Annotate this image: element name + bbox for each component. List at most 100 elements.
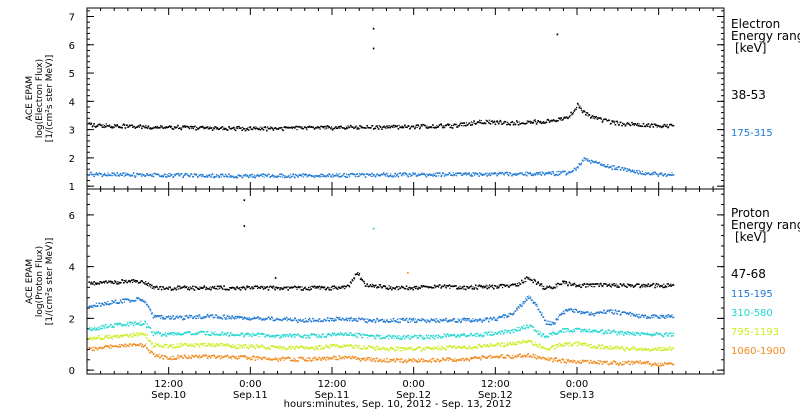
data-point bbox=[616, 345, 618, 348]
data-point bbox=[479, 119, 481, 121]
data-point bbox=[670, 285, 673, 287]
data-point bbox=[623, 311, 625, 313]
data-point bbox=[442, 286, 444, 288]
data-point bbox=[499, 332, 502, 335]
data-point bbox=[331, 357, 334, 360]
data-point bbox=[434, 126, 436, 128]
data-point bbox=[563, 327, 566, 330]
data-point bbox=[165, 126, 168, 128]
data-point bbox=[197, 317, 199, 319]
data-point bbox=[123, 175, 125, 177]
data-point bbox=[549, 321, 551, 323]
data-point bbox=[531, 343, 533, 345]
data-point bbox=[316, 336, 318, 338]
data-point bbox=[210, 127, 213, 129]
data-point bbox=[358, 333, 361, 335]
data-point bbox=[428, 287, 430, 289]
data-point bbox=[559, 119, 561, 121]
data-point bbox=[145, 343, 147, 345]
data-point bbox=[557, 330, 560, 332]
data-point bbox=[237, 317, 239, 319]
data-point bbox=[609, 166, 612, 168]
data-point bbox=[99, 305, 102, 307]
data-point bbox=[334, 346, 336, 348]
data-point bbox=[399, 287, 401, 289]
data-point bbox=[285, 126, 288, 129]
data-point bbox=[447, 285, 449, 287]
data-point bbox=[233, 346, 235, 348]
data-point bbox=[266, 129, 268, 132]
data-point bbox=[135, 334, 137, 336]
data-point bbox=[424, 125, 426, 127]
data-point bbox=[141, 343, 143, 345]
data-point bbox=[249, 174, 252, 176]
data-point bbox=[602, 120, 604, 122]
data-point bbox=[331, 318, 334, 320]
data-point bbox=[245, 287, 247, 289]
data-point bbox=[271, 359, 273, 361]
data-point bbox=[280, 346, 282, 348]
data-point bbox=[488, 320, 490, 323]
data-point bbox=[312, 175, 315, 177]
data-point bbox=[342, 318, 344, 320]
data-point bbox=[506, 123, 508, 126]
data-point bbox=[154, 126, 156, 129]
data-point bbox=[245, 344, 247, 346]
data-point bbox=[109, 324, 112, 326]
data-point bbox=[113, 335, 115, 337]
data-point bbox=[401, 349, 403, 351]
data-point bbox=[603, 333, 605, 335]
data-point bbox=[141, 175, 143, 177]
data-point bbox=[240, 344, 242, 346]
data-point bbox=[309, 286, 311, 288]
data-point bbox=[474, 287, 476, 289]
data-point bbox=[268, 348, 270, 350]
data-point bbox=[394, 288, 396, 290]
data-point bbox=[542, 122, 544, 124]
data-point bbox=[395, 126, 397, 128]
data-point bbox=[508, 342, 510, 344]
data-point bbox=[307, 360, 309, 362]
data-point bbox=[266, 318, 268, 320]
data-point bbox=[512, 331, 515, 334]
data-point bbox=[671, 284, 673, 286]
data-point bbox=[275, 286, 277, 288]
data-point bbox=[200, 342, 202, 345]
data-point bbox=[615, 331, 617, 333]
data-point bbox=[311, 359, 313, 361]
data-point bbox=[373, 127, 375, 129]
data-point bbox=[196, 126, 198, 129]
data-point bbox=[225, 128, 227, 131]
data-point bbox=[234, 129, 237, 132]
data-point bbox=[628, 168, 630, 170]
data-point bbox=[528, 326, 530, 328]
data-point bbox=[273, 358, 275, 360]
data-point bbox=[516, 330, 518, 332]
data-point bbox=[206, 176, 209, 178]
data-point bbox=[173, 175, 175, 178]
data-point bbox=[588, 328, 590, 331]
data-point bbox=[655, 172, 657, 174]
data-point bbox=[470, 121, 472, 123]
data-point bbox=[658, 316, 660, 318]
data-point bbox=[432, 335, 435, 337]
data-point bbox=[636, 349, 638, 351]
data-point bbox=[256, 355, 258, 358]
data-point bbox=[163, 355, 165, 357]
data-point bbox=[401, 173, 403, 175]
data-point bbox=[332, 334, 334, 336]
data-point bbox=[591, 115, 594, 117]
data-point bbox=[159, 126, 161, 129]
data-point bbox=[502, 332, 505, 335]
data-point bbox=[88, 174, 90, 176]
data-point bbox=[131, 279, 133, 281]
data-point bbox=[261, 173, 263, 176]
data-point bbox=[284, 336, 287, 338]
data-point bbox=[396, 359, 398, 361]
data-point bbox=[579, 329, 581, 331]
data-point bbox=[669, 174, 671, 176]
data-point bbox=[661, 346, 663, 349]
data-point bbox=[204, 176, 206, 178]
data-point bbox=[665, 331, 668, 334]
data-point bbox=[669, 124, 671, 126]
